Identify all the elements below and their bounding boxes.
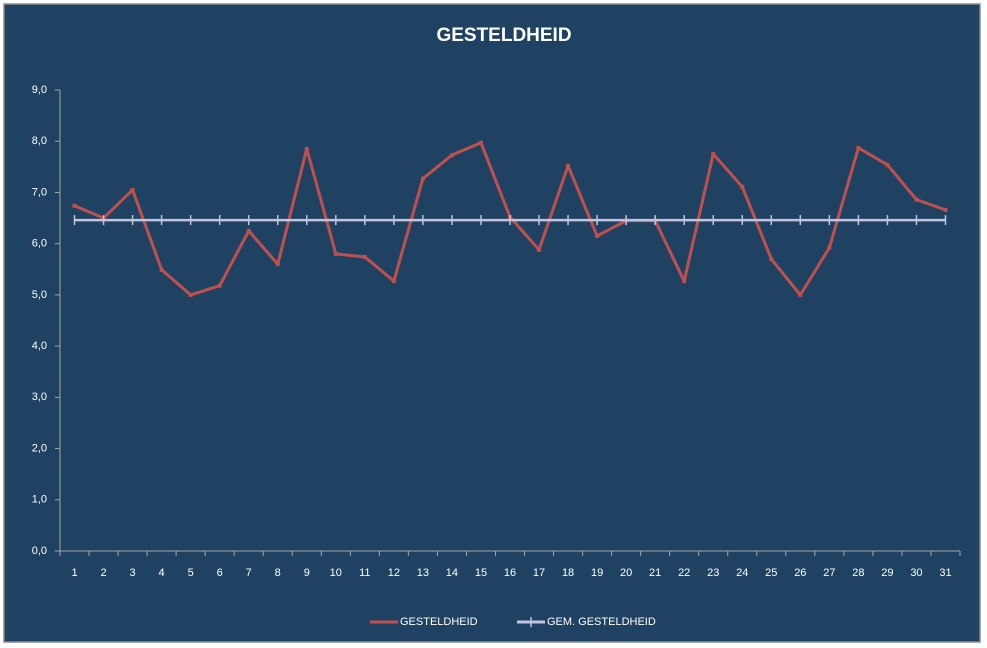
- marker: [72, 203, 77, 208]
- x-tick-label: 17: [533, 567, 545, 579]
- marker: [827, 245, 832, 250]
- y-tick-label: 6,0: [32, 238, 47, 250]
- marker: [391, 279, 396, 284]
- x-tick-label: 18: [562, 567, 574, 579]
- x-tick-label: 21: [649, 567, 661, 579]
- chart-title: GESTELDHEID: [436, 25, 571, 46]
- y-tick-label: 0,0: [32, 545, 47, 557]
- marker: [914, 197, 919, 202]
- marker: [449, 153, 454, 158]
- x-tick-label: 27: [823, 567, 835, 579]
- y-tick-label: 9,0: [32, 84, 47, 96]
- x-tick-label: 2: [100, 567, 106, 579]
- marker: [595, 233, 600, 238]
- marker: [333, 251, 338, 256]
- x-tick-label: 16: [504, 567, 516, 579]
- x-tick-label: 10: [330, 567, 342, 579]
- marker: [478, 140, 483, 145]
- y-tick-label: 4,0: [32, 340, 47, 352]
- marker: [217, 283, 222, 288]
- marker: [856, 145, 861, 150]
- x-tick-label: 4: [159, 567, 165, 579]
- x-tick-label: 22: [678, 567, 690, 579]
- marker: [885, 162, 890, 167]
- x-tick-label: 28: [852, 567, 864, 579]
- marker: [362, 254, 367, 259]
- x-tick-label: 24: [736, 567, 748, 579]
- x-tick-label: 5: [188, 567, 194, 579]
- marker: [246, 228, 251, 233]
- x-tick-label: 15: [475, 567, 487, 579]
- y-tick-label: 3,0: [32, 391, 47, 403]
- x-tick-label: 25: [765, 567, 777, 579]
- x-tick-label: 8: [275, 567, 281, 579]
- x-tick-label: 14: [446, 567, 458, 579]
- x-tick-label: 6: [217, 567, 223, 579]
- marker: [537, 247, 542, 252]
- marker: [740, 184, 745, 189]
- x-tick-label: 19: [591, 567, 603, 579]
- chart-background: [3, 3, 981, 643]
- x-tick-label: 13: [417, 567, 429, 579]
- x-tick-label: 1: [71, 567, 77, 579]
- y-tick-label: 8,0: [32, 135, 47, 147]
- x-tick-label: 30: [910, 567, 922, 579]
- y-tick-label: 7,0: [32, 186, 47, 198]
- x-tick-label: 26: [794, 567, 806, 579]
- marker: [130, 187, 135, 192]
- marker: [566, 163, 571, 168]
- x-tick-label: 20: [620, 567, 632, 579]
- marker: [420, 176, 425, 181]
- x-tick-label: 23: [707, 567, 719, 579]
- marker: [711, 152, 716, 157]
- marker: [188, 292, 193, 297]
- x-tick-label: 12: [388, 567, 400, 579]
- marker: [769, 257, 774, 262]
- y-tick-label: 5,0: [32, 289, 47, 301]
- marker: [943, 207, 948, 212]
- x-tick-label: 31: [939, 567, 951, 579]
- x-tick-label: 11: [359, 567, 370, 579]
- marker: [798, 292, 803, 297]
- x-tick-label: 9: [304, 567, 310, 579]
- x-tick-label: 7: [246, 567, 252, 579]
- x-tick-label: 29: [881, 567, 893, 579]
- y-tick-label: 2,0: [32, 442, 47, 454]
- legend-label: GEM. GESTELDHEID: [547, 616, 656, 628]
- y-tick-label: 1,0: [32, 494, 47, 506]
- marker: [682, 279, 687, 284]
- marker: [159, 267, 164, 272]
- marker: [275, 262, 280, 267]
- x-tick-label: 3: [130, 567, 136, 579]
- marker: [304, 146, 309, 151]
- legend-label: GESTELDHEID: [400, 616, 478, 628]
